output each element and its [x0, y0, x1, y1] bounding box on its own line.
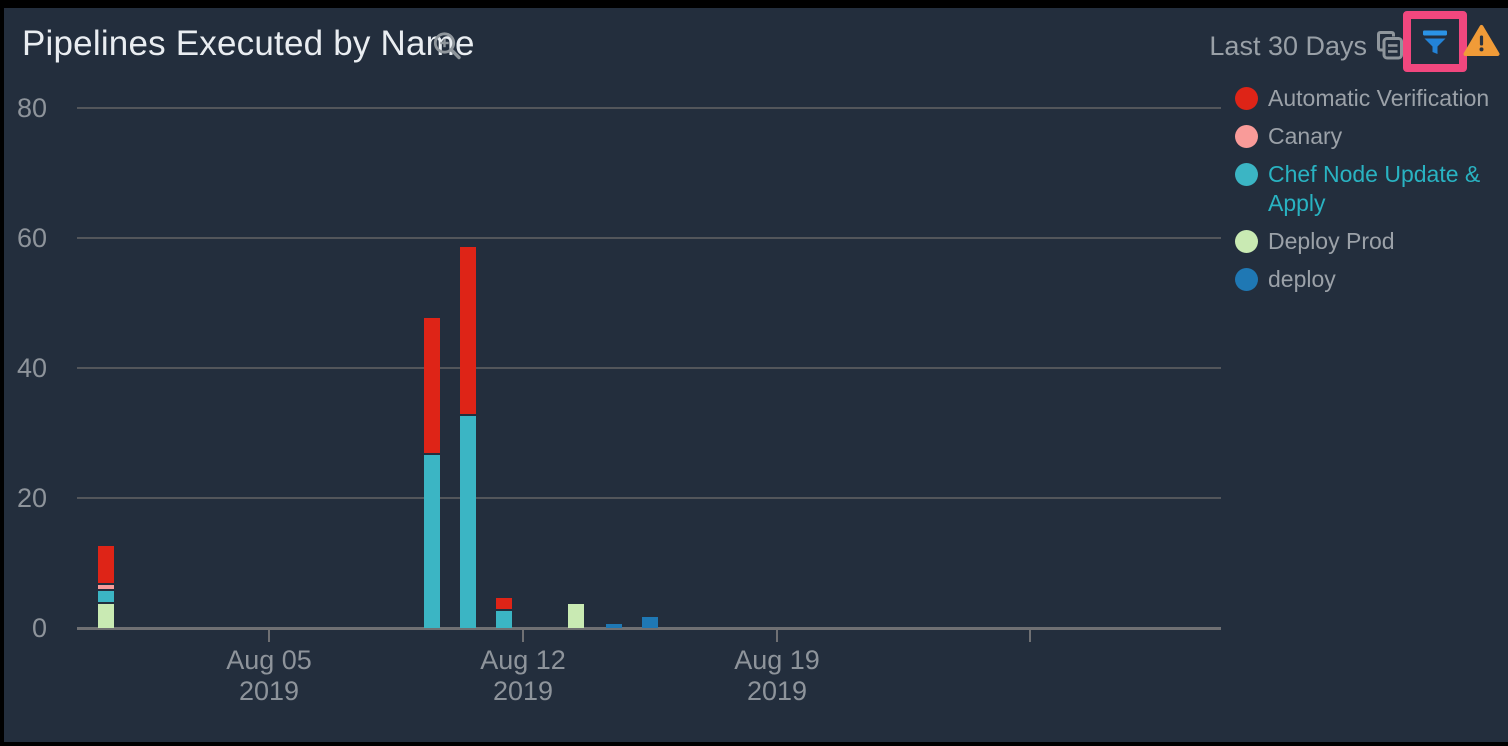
legend-color-dot	[1235, 163, 1258, 186]
legend-color-dot	[1235, 230, 1258, 253]
x-axis-tick	[776, 629, 778, 642]
y-axis-tick-label: 80	[16, 93, 47, 123]
x-axis-tick	[522, 629, 524, 642]
bar-segment[interactable]	[606, 623, 622, 628]
y-gridline	[77, 367, 1221, 369]
bar-segment[interactable]	[568, 604, 584, 628]
legend-item-label: Canary	[1268, 123, 1343, 149]
legend-item[interactable]: Canary	[1235, 122, 1497, 151]
bar-segment[interactable]	[460, 415, 476, 628]
window-edge-bottom	[0, 742, 1508, 746]
y-axis-tick-label: 40	[16, 353, 47, 383]
y-axis-tick-label: 60	[16, 223, 47, 253]
legend-item[interactable]: Chef Node Update & Apply	[1235, 160, 1497, 218]
bar-segment[interactable]	[98, 604, 114, 628]
warning-icon[interactable]	[1463, 24, 1500, 63]
filter-highlight-box	[1403, 11, 1467, 72]
legend-item[interactable]: Deploy Prod	[1235, 227, 1497, 256]
bar-segment[interactable]	[642, 617, 658, 628]
x-axis-tick	[268, 629, 270, 642]
bar-segment[interactable]	[496, 610, 512, 628]
bar-segment[interactable]	[424, 454, 440, 628]
page-title: Pipelines Executed by Name	[22, 24, 475, 63]
bar-segment[interactable]	[98, 584, 114, 589]
x-axis-tick	[1029, 629, 1031, 642]
legend-color-dot	[1235, 268, 1258, 291]
bar-segment[interactable]	[98, 545, 114, 583]
legend-item-label: Automatic Verification	[1268, 85, 1490, 111]
bar-segment[interactable]	[424, 318, 440, 453]
legend-item-label: Deploy Prod	[1268, 228, 1395, 254]
bar-segment[interactable]	[98, 591, 114, 602]
x-axis-tick-label: Aug 05 2019	[226, 645, 312, 706]
x-axis-tick-label: Aug 12 2019	[480, 645, 566, 706]
legend-item[interactable]: deploy	[1235, 265, 1497, 294]
legend-color-dot	[1235, 125, 1258, 148]
y-gridline	[77, 497, 1221, 499]
legend-color-dot	[1235, 87, 1258, 110]
y-gridline	[77, 237, 1221, 239]
legend-item-label: deploy	[1268, 266, 1336, 292]
y-axis-tick-label: 20	[16, 483, 47, 513]
copy-icon[interactable]	[1376, 30, 1405, 66]
x-axis-tick-label: Aug 19 2019	[734, 645, 820, 706]
legend-item-label: Chef Node Update & Apply	[1268, 161, 1481, 216]
y-gridline	[77, 107, 1221, 109]
bar-segment[interactable]	[460, 246, 476, 414]
y-axis-tick-label: 0	[31, 613, 47, 643]
time-range-label[interactable]: Last 30 Days	[1209, 31, 1367, 61]
bar-segment[interactable]	[496, 597, 512, 609]
zoom-in-icon[interactable]	[431, 29, 463, 66]
window-edge-top	[0, 0, 1508, 8]
x-axis-line	[77, 627, 1221, 630]
chart-legend: Automatic Verification Canary Chef Node Up…	[1235, 84, 1497, 303]
legend-item[interactable]: Automatic Verification	[1235, 84, 1497, 113]
window-edge-left	[0, 0, 4, 746]
filter-button[interactable]	[1421, 29, 1449, 55]
